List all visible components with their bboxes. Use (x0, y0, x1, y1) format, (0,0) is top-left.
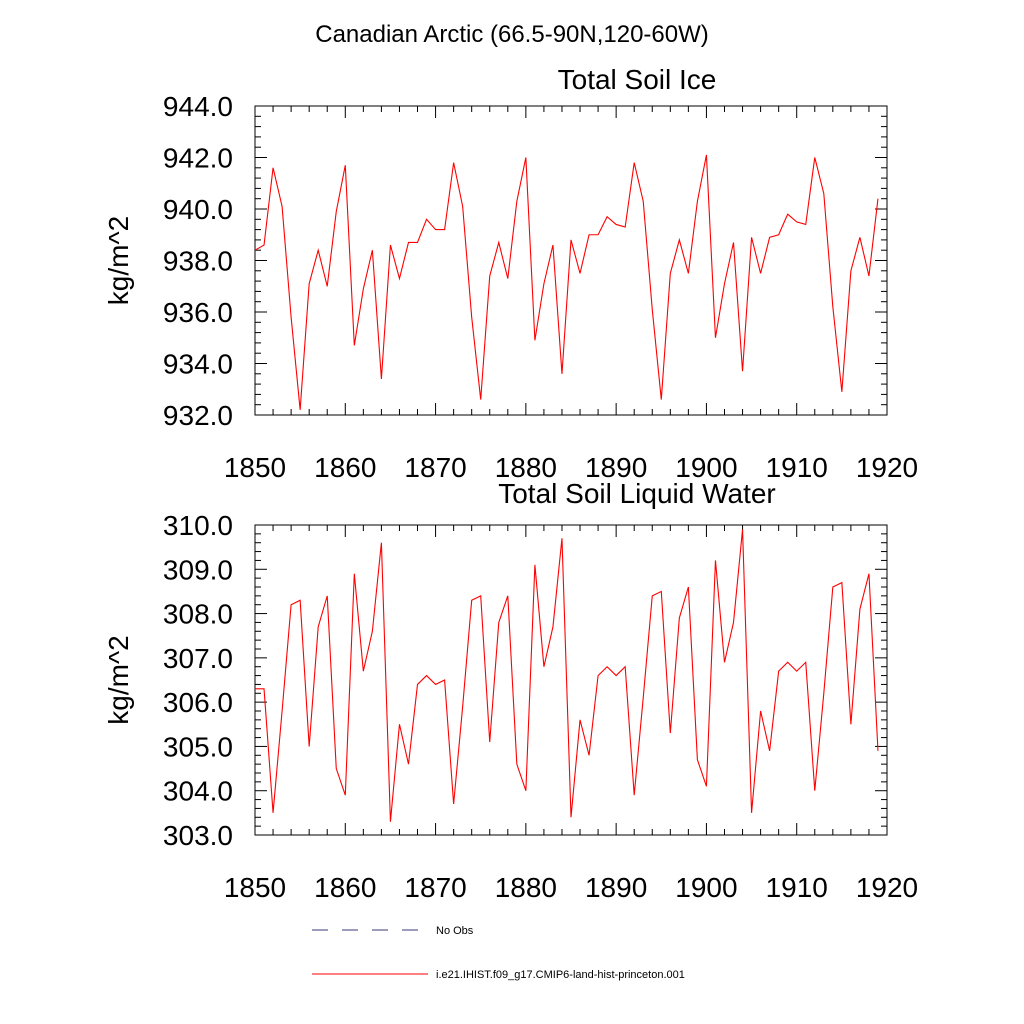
chart-title: Total Soil Ice (558, 64, 717, 95)
x-tick-label: 1880 (495, 452, 557, 483)
y-tick-label: 307.0 (163, 643, 233, 674)
x-tick-label: 1920 (856, 872, 918, 903)
x-tick-label: 1920 (856, 452, 918, 483)
x-tick-label: 1900 (675, 872, 737, 903)
y-tick-label: 306.0 (163, 687, 233, 718)
y-tick-label: 303.0 (163, 820, 233, 851)
x-tick-label: 1870 (404, 452, 466, 483)
x-tick-label: 1870 (404, 872, 466, 903)
y-tick-label: 309.0 (163, 554, 233, 585)
y-tick-label: 936.0 (163, 297, 233, 328)
y-tick-label: 942.0 (163, 143, 233, 174)
x-tick-label: 1860 (314, 872, 376, 903)
y-tick-label: 944.0 (163, 91, 233, 122)
y-tick-label: 932.0 (163, 400, 233, 431)
series-line (254, 154, 879, 410)
x-tick-label: 1910 (766, 452, 828, 483)
legend: No Obs i.e21.IHIST.f09_g17.CMIP6-land-his… (312, 925, 685, 981)
y-tick-label: 304.0 (163, 776, 233, 807)
x-tick-label: 1880 (495, 872, 557, 903)
y-tick-label: 310.0 (163, 510, 233, 541)
y-tick-label: 940.0 (163, 194, 233, 225)
panel-total-soil-ice: Total Soil Ice 1850 1860 1870 1880 1890 1900 19… (103, 64, 918, 483)
legend-label-0: No Obs (436, 925, 474, 937)
x-tick-label: 1910 (766, 872, 828, 903)
x-tick-label: 1850 (224, 872, 286, 903)
y-axis-label: kg/m^2 (103, 216, 134, 305)
x-tick-label: 1890 (585, 452, 647, 483)
chart-title: Total Soil Liquid Water (498, 478, 776, 509)
series-line (255, 529, 879, 822)
panel-total-soil-liquid-water: Total Soil Liquid Water 1850 1860 1870 1880 1… (103, 478, 918, 903)
y-tick-label: 305.0 (163, 731, 233, 762)
y-axis-label: kg/m^2 (103, 635, 134, 724)
plot-frame (254, 524, 888, 836)
x-tick-label: 1890 (585, 872, 647, 903)
legend-label-1: i.e21.IHIST.f09_g17.CMIP6-land-hist-prin… (436, 969, 685, 981)
x-tick-label: 1860 (314, 452, 376, 483)
y-tick-label: 938.0 (163, 246, 233, 277)
x-tick-label: 1900 (675, 452, 737, 483)
x-tick-label: 1850 (224, 452, 286, 483)
figure-title: Canadian Arctic (66.5-90N,120-60W) (315, 21, 709, 48)
y-tick-label: 934.0 (163, 349, 233, 380)
y-tick-label: 308.0 (163, 599, 233, 630)
